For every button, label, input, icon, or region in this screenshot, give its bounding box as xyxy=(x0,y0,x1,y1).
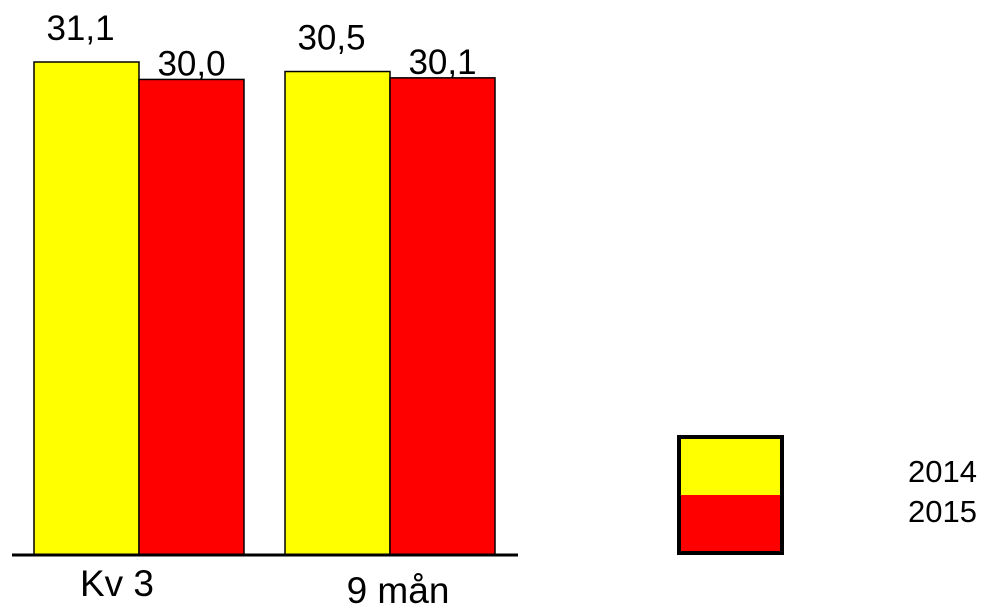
data-label-2014-1: 31,1 xyxy=(46,9,114,48)
legend: 2014 2015 xyxy=(677,435,977,555)
bar-2015-2 xyxy=(389,77,496,556)
category-labels-group: Kv 3 9 mån xyxy=(80,563,449,607)
bar-2015-1 xyxy=(138,78,245,556)
legend-swatch-2015 xyxy=(679,495,782,553)
bar-2014-2 xyxy=(284,70,391,556)
legend-box-outline xyxy=(677,435,784,555)
legend-label-2015: 2015 xyxy=(908,494,977,529)
bars-group xyxy=(33,61,496,556)
data-label-2014-2: 30,5 xyxy=(297,19,365,58)
legend-label-2014: 2014 xyxy=(908,454,977,489)
category-label-1: Kv 3 xyxy=(80,563,154,604)
data-label-2015-1: 30,0 xyxy=(157,44,225,83)
bar-labels-group: 31,1 30,0 30,5 30,1 xyxy=(46,9,476,83)
category-label-2: 9 mån xyxy=(347,570,450,607)
bar-2014-1 xyxy=(33,61,140,556)
data-label-2015-2: 30,1 xyxy=(408,43,476,82)
legend-swatch-2014 xyxy=(679,437,782,495)
